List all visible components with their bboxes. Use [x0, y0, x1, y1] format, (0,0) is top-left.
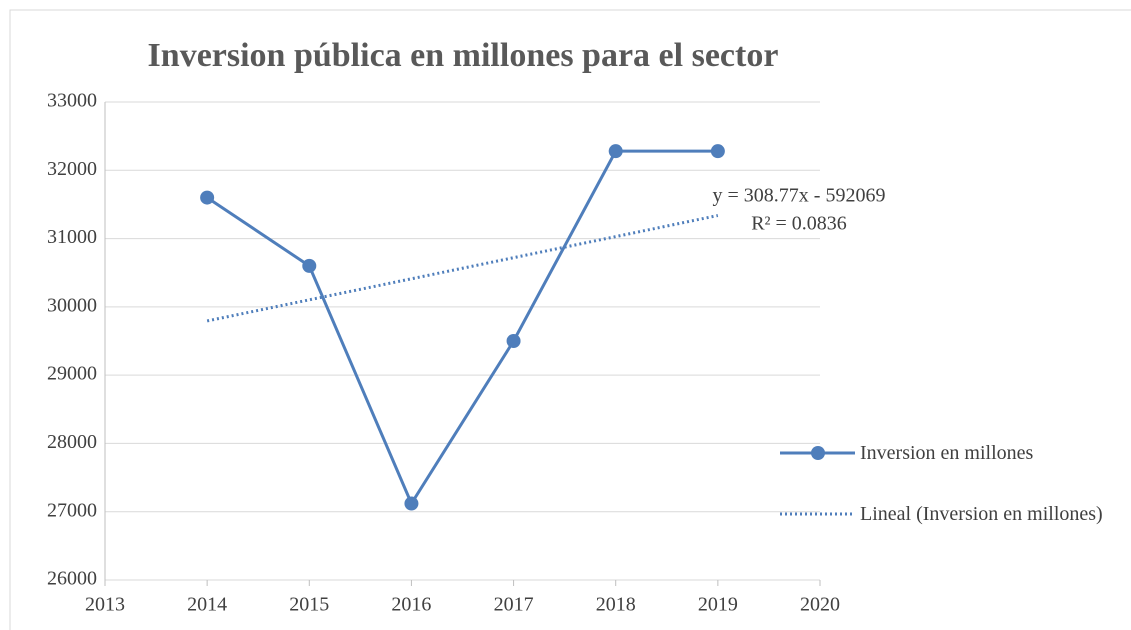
x-tick-label: 2014	[187, 594, 227, 616]
chart-title: Inversion pública en millones para el se…	[148, 37, 779, 74]
x-tick-label: 2019	[698, 594, 738, 616]
trend-line	[206, 214, 719, 323]
y-tick-label: 26000	[47, 568, 97, 590]
point	[506, 334, 521, 348]
trend-r2: R² = 0.0836	[751, 213, 847, 235]
x-tick-label: 2018	[596, 594, 636, 616]
x-tick-label: 2013	[85, 594, 125, 616]
y-tick-label: 33000	[47, 90, 97, 112]
y-tick-label: 29000	[47, 363, 97, 385]
series-line	[206, 149, 718, 507]
point	[302, 258, 317, 273]
x-tick-label: 2015	[289, 594, 329, 616]
point	[200, 190, 215, 205]
chart-border	[9, 9, 1131, 630]
x-tick-label: 2016	[391, 594, 431, 616]
point	[404, 496, 419, 511]
y-tick-label: 31000	[47, 226, 97, 248]
legend-label: Lineal (Inversion en millones)	[860, 503, 1103, 525]
point	[608, 144, 623, 159]
point	[710, 144, 725, 159]
legend-marker	[811, 446, 825, 460]
y-tick-label: 32000	[47, 158, 97, 180]
y-tick-label: 28000	[47, 431, 97, 453]
y-tick-label: 30000	[47, 294, 97, 316]
x-tick-label: 2017	[494, 594, 534, 616]
x-tick-label: 2020	[800, 594, 840, 616]
trend-equation: y = 308.77x - 592069	[713, 185, 886, 207]
y-tick-label: 27000	[47, 499, 97, 521]
legend-label: Inversion en millones	[860, 442, 1034, 464]
